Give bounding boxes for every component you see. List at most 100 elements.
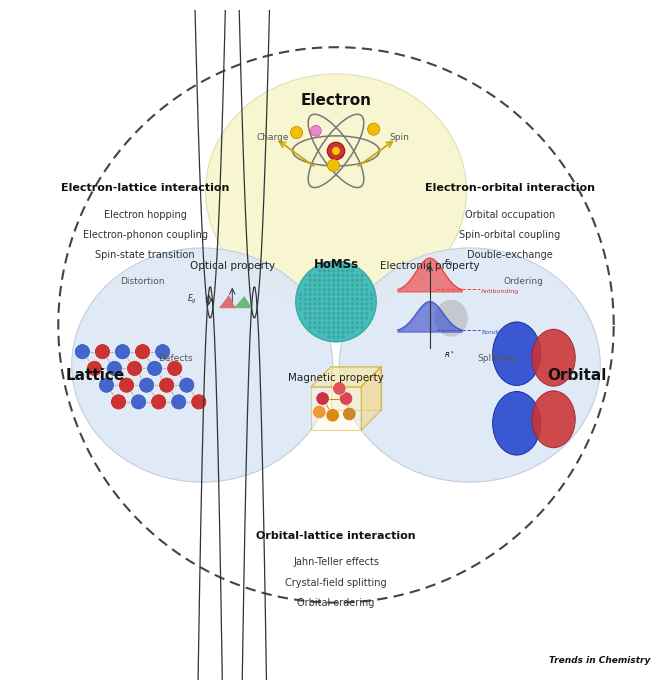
Text: $R^*$: $R^*$ xyxy=(444,350,455,361)
Circle shape xyxy=(316,392,329,405)
Text: Antibonding: Antibonding xyxy=(481,290,519,295)
Circle shape xyxy=(355,312,359,315)
Circle shape xyxy=(332,288,335,291)
Circle shape xyxy=(327,293,331,296)
Circle shape xyxy=(346,302,349,306)
Text: Electron-orbital interaction: Electron-orbital interaction xyxy=(425,183,595,193)
Circle shape xyxy=(332,284,335,286)
Circle shape xyxy=(318,316,321,319)
Circle shape xyxy=(313,307,317,310)
Circle shape xyxy=(351,288,354,291)
Circle shape xyxy=(365,302,368,306)
Polygon shape xyxy=(311,367,381,387)
Circle shape xyxy=(332,316,335,319)
Circle shape xyxy=(313,288,317,291)
Circle shape xyxy=(360,279,364,282)
Circle shape xyxy=(308,297,312,301)
Circle shape xyxy=(308,312,312,315)
Circle shape xyxy=(308,307,312,310)
Circle shape xyxy=(332,297,335,301)
Circle shape xyxy=(323,312,326,315)
Text: Electron: Electron xyxy=(300,93,372,108)
Circle shape xyxy=(313,284,317,286)
Text: Electronic property: Electronic property xyxy=(380,261,480,271)
Circle shape xyxy=(333,382,346,395)
Circle shape xyxy=(308,288,312,291)
Circle shape xyxy=(346,312,349,315)
Circle shape xyxy=(332,302,335,306)
Circle shape xyxy=(332,335,335,339)
Circle shape xyxy=(323,316,326,319)
Circle shape xyxy=(355,274,359,277)
Circle shape xyxy=(308,326,312,329)
Text: Ordering: Ordering xyxy=(503,277,544,286)
Circle shape xyxy=(360,312,364,315)
Circle shape xyxy=(179,377,195,393)
Circle shape xyxy=(341,331,345,334)
Circle shape xyxy=(304,293,307,296)
Circle shape xyxy=(327,307,331,310)
Circle shape xyxy=(323,331,326,334)
Circle shape xyxy=(346,269,349,273)
Circle shape xyxy=(351,274,354,277)
Circle shape xyxy=(351,279,354,282)
Circle shape xyxy=(327,335,331,339)
Circle shape xyxy=(327,302,331,306)
Text: Orbital-lattice interaction: Orbital-lattice interaction xyxy=(256,531,416,541)
Circle shape xyxy=(337,312,340,315)
Circle shape xyxy=(332,321,335,324)
Circle shape xyxy=(313,316,317,319)
Circle shape xyxy=(365,312,368,315)
Circle shape xyxy=(332,307,335,310)
Circle shape xyxy=(346,316,349,319)
Circle shape xyxy=(318,293,321,296)
Text: Defects: Defects xyxy=(158,354,193,363)
Circle shape xyxy=(339,392,353,405)
Circle shape xyxy=(346,307,349,310)
Polygon shape xyxy=(331,367,381,411)
Circle shape xyxy=(360,302,364,306)
Circle shape xyxy=(341,269,345,273)
Circle shape xyxy=(370,293,373,296)
Circle shape xyxy=(337,284,340,286)
Circle shape xyxy=(360,321,364,324)
Circle shape xyxy=(318,288,321,291)
Circle shape xyxy=(360,297,364,301)
Circle shape xyxy=(355,279,359,282)
Text: Electron-phonon coupling: Electron-phonon coupling xyxy=(83,230,208,239)
Circle shape xyxy=(360,293,364,296)
Polygon shape xyxy=(234,296,253,308)
Circle shape xyxy=(332,264,335,268)
Circle shape xyxy=(370,307,373,310)
Circle shape xyxy=(355,326,359,329)
Circle shape xyxy=(337,316,340,319)
Circle shape xyxy=(341,264,345,268)
Circle shape xyxy=(110,394,126,410)
Circle shape xyxy=(355,293,359,296)
Circle shape xyxy=(327,316,331,319)
Circle shape xyxy=(355,321,359,324)
Circle shape xyxy=(346,326,349,329)
Circle shape xyxy=(337,279,340,282)
Circle shape xyxy=(341,302,345,306)
Text: Spin-state transition: Spin-state transition xyxy=(95,250,195,259)
Circle shape xyxy=(171,394,187,410)
Circle shape xyxy=(323,279,326,282)
Text: Orbital occupation: Orbital occupation xyxy=(465,210,555,219)
Circle shape xyxy=(327,279,331,282)
Circle shape xyxy=(332,147,340,155)
Circle shape xyxy=(355,302,359,306)
Circle shape xyxy=(323,302,326,306)
Circle shape xyxy=(304,297,307,301)
Circle shape xyxy=(167,360,183,377)
Circle shape xyxy=(351,321,354,324)
Circle shape xyxy=(313,312,317,315)
Text: Electron hopping: Electron hopping xyxy=(104,210,187,219)
Circle shape xyxy=(360,284,364,286)
Polygon shape xyxy=(311,387,361,431)
Ellipse shape xyxy=(72,248,333,482)
Circle shape xyxy=(346,284,349,286)
Circle shape xyxy=(370,297,373,301)
Circle shape xyxy=(332,293,335,296)
Circle shape xyxy=(346,293,349,296)
